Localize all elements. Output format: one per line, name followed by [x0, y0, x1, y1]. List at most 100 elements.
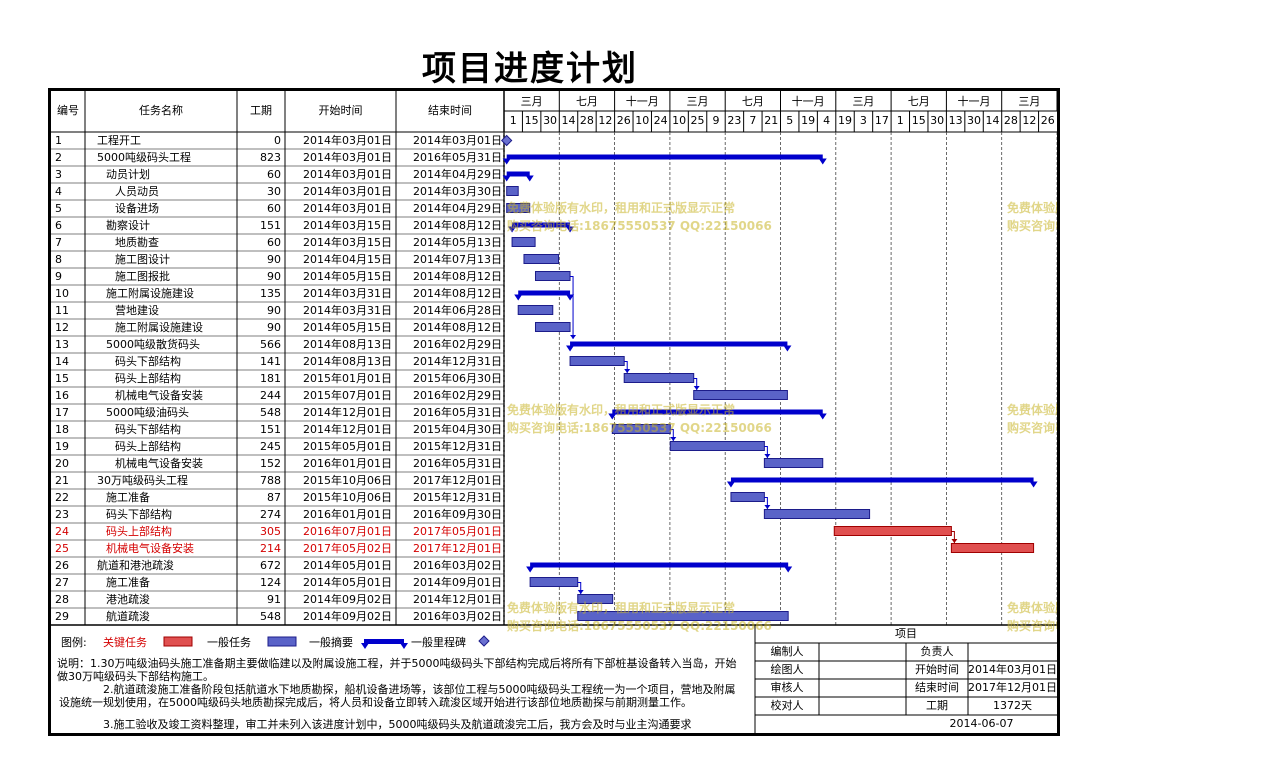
task-start: 2016年07月01日 — [303, 525, 392, 538]
task-end: 2014年03月30日 — [413, 185, 502, 198]
task-duration: 141 — [260, 355, 281, 368]
note-paragraph: 2.航道疏浚施工准备阶段包括航道水下地质勘探，船机设备进场等，该部位工程与500… — [59, 683, 736, 709]
task-name[interactable]: 人员动员 — [115, 185, 159, 198]
task-name[interactable]: 码头下部结构 — [106, 508, 172, 521]
task-name[interactable]: 施工图报批 — [115, 270, 170, 283]
task-id: 27 — [55, 576, 69, 589]
task-end: 2014年06月28日 — [413, 304, 502, 317]
timeline-month-label: 七月 — [741, 95, 764, 108]
timeline-month-label: 十一月 — [957, 95, 991, 108]
task-id: 25 — [55, 542, 69, 555]
column-header-name[interactable]: 任务名称 — [139, 104, 183, 117]
task-name[interactable]: 工程开工 — [97, 134, 141, 147]
task-duration: 214 — [260, 542, 281, 555]
task-start: 2014年03月31日 — [303, 304, 392, 317]
summary-bar — [506, 154, 823, 160]
task-name[interactable]: 设备进场 — [115, 202, 159, 215]
task-start: 2014年09月02日 — [303, 593, 392, 606]
task-start: 2015年10月06日 — [303, 491, 392, 504]
task-bar — [506, 203, 531, 213]
task-bar — [623, 373, 695, 383]
task-name[interactable]: 港池疏浚 — [106, 593, 150, 606]
task-name[interactable]: 码头上部结构 — [115, 440, 181, 453]
task-name[interactable]: 航道和港池疏浚 — [97, 559, 174, 572]
summary-end-cap — [784, 566, 793, 573]
summary-bar — [518, 290, 571, 296]
task-end: 2017年12月01日 — [413, 474, 502, 487]
task-name[interactable]: 营地建设 — [115, 304, 159, 317]
summary-end-cap — [1029, 481, 1038, 488]
task-start: 2014年03月15日 — [303, 219, 392, 232]
summary-start-cap — [608, 413, 617, 420]
column-header-start[interactable]: 开始时间 — [318, 104, 363, 117]
task-name[interactable]: 5000吨级散货码头 — [106, 338, 200, 351]
task-start: 2014年05月15日 — [303, 270, 392, 283]
legend-normal-swatch — [267, 636, 297, 647]
task-id: 23 — [55, 508, 69, 521]
task-name[interactable]: 施工准备 — [106, 491, 150, 504]
task-start: 2014年05月01日 — [303, 559, 392, 572]
task-name[interactable]: 动员计划 — [106, 168, 150, 181]
task-end: 2014年08月12日 — [413, 219, 502, 232]
dependency-arrow — [764, 454, 771, 458]
task-id: 8 — [55, 253, 62, 266]
task-name[interactable]: 施工附属设施建设 — [106, 287, 194, 300]
signoff-label: 审核人 — [770, 681, 804, 694]
task-name[interactable]: 施工图设计 — [115, 253, 170, 266]
task-name[interactable]: 码头上部结构 — [115, 372, 181, 385]
task-bar — [611, 424, 671, 434]
task-bar — [577, 611, 789, 621]
task-duration: 305 — [260, 525, 281, 538]
column-header-id[interactable]: 编号 — [57, 104, 79, 117]
signoff-value: 1372天 — [993, 699, 1032, 712]
task-name[interactable]: 码头下部结构 — [115, 355, 181, 368]
task-name[interactable]: 机械电气设备安装 — [106, 542, 194, 555]
task-end: 2014年08月12日 — [413, 321, 502, 334]
task-name[interactable]: 机械电气设备安装 — [115, 457, 203, 470]
task-start: 2014年03月01日 — [303, 185, 392, 198]
summary-start-cap — [514, 294, 523, 301]
summary-end-cap — [818, 158, 827, 165]
task-id: 9 — [55, 270, 62, 283]
task-start: 2016年01月01日 — [303, 457, 392, 470]
task-start: 2015年01月01日 — [303, 372, 392, 385]
task-duration: 566 — [260, 338, 281, 351]
task-duration: 181 — [260, 372, 281, 385]
timeline-month-label: 十一月 — [791, 95, 825, 108]
task-duration: 548 — [260, 406, 281, 419]
task-name[interactable]: 30万吨级码头工程 — [97, 474, 188, 487]
task-name[interactable]: 施工准备 — [106, 576, 150, 589]
task-end: 2015年06月30日 — [413, 372, 502, 385]
task-end: 2014年04月29日 — [413, 168, 502, 181]
task-duration: 788 — [260, 474, 281, 487]
task-name[interactable]: 码头下部结构 — [115, 423, 181, 436]
dependency-arrow — [693, 386, 700, 390]
task-name[interactable]: 5000吨级油码头 — [106, 406, 189, 419]
dependency-arrow — [951, 539, 958, 543]
summary-start-cap — [508, 226, 517, 233]
column-header-duration[interactable]: 工期 — [250, 104, 272, 117]
timeline-month-label: 三月 — [520, 95, 543, 108]
timeline-day-label: 9 — [712, 114, 720, 127]
task-name[interactable]: 航道疏浚 — [106, 610, 150, 623]
summary-start-cap — [566, 345, 575, 352]
task-duration: 823 — [260, 151, 281, 164]
signoff-project-label: 项目 — [895, 627, 917, 640]
summary-bar — [512, 222, 571, 228]
task-name[interactable]: 勘察设计 — [106, 219, 150, 232]
task-end: 2014年09月01日 — [413, 576, 502, 589]
summary-bar — [530, 562, 789, 568]
signoff-value: 2017年12月01日 — [968, 681, 1057, 694]
task-id: 6 — [55, 219, 62, 232]
task-name[interactable]: 码头上部结构 — [106, 525, 172, 538]
task-name[interactable]: 地质勘查 — [115, 236, 159, 249]
column-header-end[interactable]: 结束时间 — [428, 104, 472, 117]
task-name[interactable]: 施工附属设施建设 — [115, 321, 203, 334]
task-bar — [763, 458, 824, 468]
task-name[interactable]: 5000吨级码头工程 — [97, 151, 191, 164]
timeline-day-label: 14 — [985, 114, 1000, 127]
task-end: 2016年09月30日 — [413, 508, 502, 521]
timeline-day-label: 1 — [896, 114, 904, 127]
summary-bar — [612, 409, 823, 415]
task-name[interactable]: 机械电气设备安装 — [115, 389, 203, 402]
